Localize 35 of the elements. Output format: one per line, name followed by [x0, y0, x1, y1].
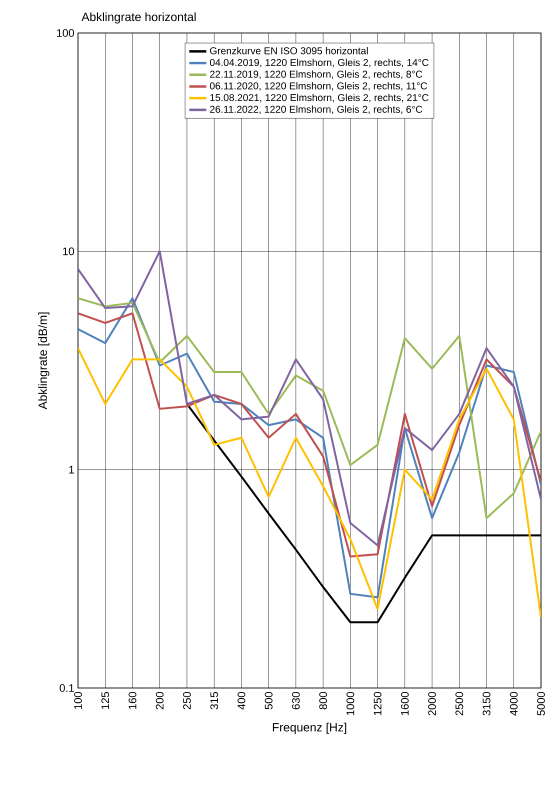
legend-label: Grenzkurve EN ISO 3095 horizontal [210, 47, 368, 54]
line-series [78, 297, 542, 598]
y-tick-label: 0.1 [60, 684, 74, 692]
x-tick-label: 315 [210, 692, 218, 710]
line-series [78, 312, 542, 558]
x-tick-label: 2000 [428, 692, 436, 716]
x-tick-label: 2500 [455, 692, 464, 716]
y-tick-label: 1 [69, 466, 74, 474]
x-tick-label: 1000 [346, 692, 354, 716]
x-tick-label: 1250 [374, 692, 382, 716]
x-tick-label: 160 [128, 692, 136, 709]
legend-label: 22.11.2019, 1220 Elmshorn, Gleis 2, rechts, 8°C [210, 70, 422, 79]
line-series [78, 347, 542, 619]
x-tick-label: 500 [264, 692, 273, 710]
x-tick-label: 1600 [400, 692, 409, 716]
x-tick-label: 200 [156, 692, 164, 710]
y-axis-title: Abklingrate [dB/m] [38, 312, 50, 410]
legend-label: 26.11.2022, 1220 Elmshorn, Gleis 2, rechts, 6°C [210, 106, 422, 114]
line-series [78, 297, 542, 520]
chart-title: Abklingrate horizontal [82, 12, 196, 24]
x-tick-label: 3150 [482, 692, 490, 716]
x-tick-label: 250 [183, 692, 191, 710]
x-tick-label: 400 [238, 692, 246, 710]
legend-label: 15.08.2021, 1220 Elmshorn, Gleis 2, rechts, 21°C [210, 94, 429, 102]
x-tick-label: 5000 [537, 692, 545, 716]
legend-label: 04.04.2019, 1220 Elmshorn, Gleis 2, rechts, 14°C [210, 58, 429, 68]
y-tick-label: 100 [57, 29, 74, 37]
x-tick-label: 125 [101, 692, 110, 709]
x-tick-label: 800 [319, 692, 327, 710]
x-axis-title: Frequenz [Hz] [272, 722, 346, 734]
line-series [78, 250, 542, 546]
x-tick-label: 630 [292, 692, 300, 710]
y-tick-label: 10 [63, 247, 74, 256]
x-tick-label: 4000 [510, 692, 518, 716]
legend-label: 06.11.2020, 1220 Elmshorn, Gleis 2, rechts, 11°C [210, 82, 428, 91]
